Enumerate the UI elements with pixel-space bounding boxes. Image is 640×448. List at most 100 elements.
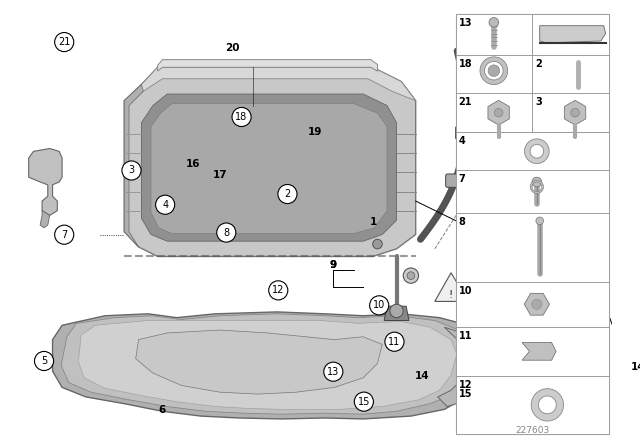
Text: 17: 17 <box>213 170 227 180</box>
Circle shape <box>571 108 579 117</box>
Text: 8: 8 <box>223 228 229 237</box>
Polygon shape <box>540 26 605 43</box>
Polygon shape <box>438 327 495 406</box>
Circle shape <box>324 362 343 381</box>
Polygon shape <box>476 27 518 58</box>
FancyBboxPatch shape <box>456 94 532 132</box>
Polygon shape <box>124 67 415 257</box>
Polygon shape <box>564 100 586 125</box>
Text: 10: 10 <box>458 286 472 296</box>
Polygon shape <box>40 211 50 228</box>
Wedge shape <box>480 57 508 85</box>
Text: 8: 8 <box>458 217 465 227</box>
Text: 19: 19 <box>308 127 322 137</box>
Text: 20: 20 <box>225 43 239 53</box>
Circle shape <box>355 392 374 411</box>
Text: 1: 1 <box>369 217 377 227</box>
FancyBboxPatch shape <box>445 174 465 187</box>
Polygon shape <box>124 85 143 247</box>
Circle shape <box>403 268 419 283</box>
FancyBboxPatch shape <box>456 282 609 327</box>
Text: 3: 3 <box>535 97 541 107</box>
FancyBboxPatch shape <box>532 14 609 55</box>
FancyBboxPatch shape <box>532 55 609 94</box>
Wedge shape <box>531 389 564 421</box>
FancyBboxPatch shape <box>456 14 532 55</box>
Circle shape <box>372 239 382 249</box>
FancyBboxPatch shape <box>456 171 609 213</box>
Circle shape <box>390 304 403 318</box>
Circle shape <box>217 223 236 242</box>
Polygon shape <box>435 273 468 302</box>
FancyBboxPatch shape <box>456 327 609 376</box>
Circle shape <box>269 281 288 300</box>
Text: !: ! <box>449 290 453 300</box>
Polygon shape <box>52 312 483 419</box>
Text: 2: 2 <box>535 59 541 69</box>
Polygon shape <box>157 60 378 71</box>
Text: 7: 7 <box>61 230 67 240</box>
Text: 3: 3 <box>129 165 134 176</box>
Text: 6: 6 <box>159 405 166 415</box>
Circle shape <box>232 108 251 126</box>
Text: 16: 16 <box>186 159 200 169</box>
Polygon shape <box>78 320 457 409</box>
Circle shape <box>489 17 499 27</box>
Circle shape <box>156 195 175 214</box>
Wedge shape <box>525 139 549 164</box>
Circle shape <box>278 185 297 203</box>
Text: 5: 5 <box>41 356 47 366</box>
Circle shape <box>488 65 500 77</box>
Circle shape <box>536 217 543 224</box>
Circle shape <box>532 177 541 187</box>
Circle shape <box>122 161 141 180</box>
Text: 18: 18 <box>458 59 472 69</box>
Text: 21: 21 <box>458 97 472 107</box>
Text: 10: 10 <box>373 300 385 310</box>
FancyBboxPatch shape <box>532 94 609 132</box>
Circle shape <box>407 272 415 280</box>
Text: 9: 9 <box>330 260 337 270</box>
Text: 13: 13 <box>458 18 472 28</box>
Text: 12
15: 12 15 <box>458 380 472 399</box>
Text: 13: 13 <box>327 367 339 377</box>
Polygon shape <box>384 306 409 320</box>
Text: 14: 14 <box>415 371 429 381</box>
Circle shape <box>54 33 74 52</box>
FancyBboxPatch shape <box>456 132 609 171</box>
Circle shape <box>532 299 542 309</box>
FancyBboxPatch shape <box>456 55 532 94</box>
FancyBboxPatch shape <box>456 126 475 139</box>
FancyBboxPatch shape <box>456 213 609 282</box>
Text: 18: 18 <box>236 112 248 122</box>
Text: 14: 14 <box>630 362 640 372</box>
Circle shape <box>370 296 388 315</box>
Text: 227603: 227603 <box>515 426 549 435</box>
Polygon shape <box>61 314 473 414</box>
FancyBboxPatch shape <box>456 14 609 434</box>
Circle shape <box>35 351 54 370</box>
Text: 4: 4 <box>162 200 168 210</box>
Text: 2: 2 <box>284 189 291 199</box>
Circle shape <box>385 332 404 351</box>
Polygon shape <box>136 330 382 394</box>
Text: 12: 12 <box>272 285 284 295</box>
Circle shape <box>54 225 74 244</box>
Polygon shape <box>151 103 387 233</box>
Polygon shape <box>524 293 549 315</box>
Text: 11: 11 <box>388 337 401 347</box>
Circle shape <box>494 108 503 117</box>
Text: 11: 11 <box>458 331 472 340</box>
Text: 15: 15 <box>358 396 370 407</box>
Polygon shape <box>522 343 556 360</box>
Text: 21: 21 <box>58 37 70 47</box>
Polygon shape <box>141 94 397 241</box>
Polygon shape <box>129 67 415 101</box>
Polygon shape <box>29 148 62 215</box>
Text: 7: 7 <box>458 174 465 184</box>
Text: 9: 9 <box>330 260 337 270</box>
Wedge shape <box>530 180 543 194</box>
FancyBboxPatch shape <box>456 376 609 434</box>
Polygon shape <box>488 100 509 125</box>
Text: 4: 4 <box>458 136 465 146</box>
